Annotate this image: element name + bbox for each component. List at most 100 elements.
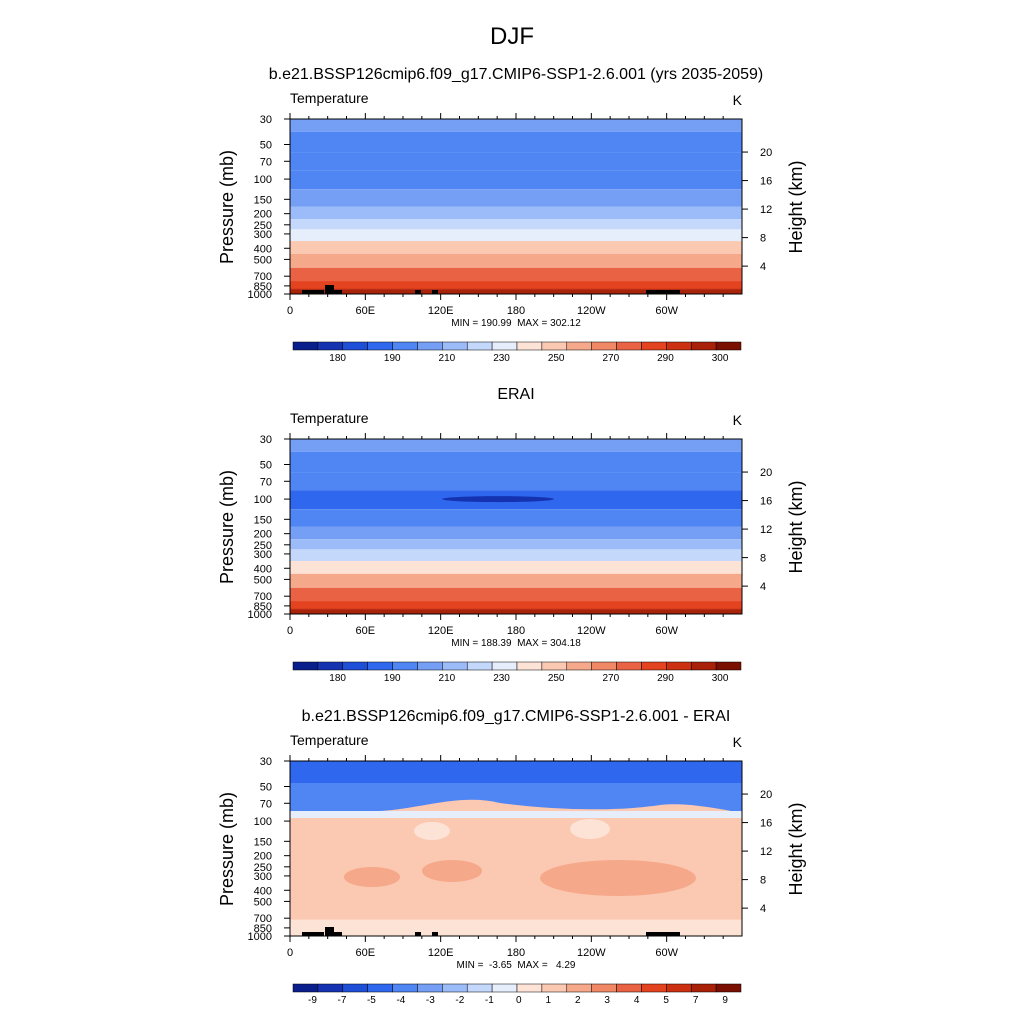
y-tick-label: 50 [260,139,272,151]
x-tick-label: 120W [577,625,606,637]
colorbar-label: 9 [722,995,728,1006]
colorbar-label: 300 [712,673,729,684]
contour-field [290,761,742,936]
colorbar-swatch [491,661,518,671]
y-tick-label: 400 [254,885,272,897]
field-band [290,472,742,491]
field-band [290,539,742,550]
topography-block [325,285,334,290]
colorbar-swatch [641,983,667,993]
y-right-tick-label: 20 [760,147,772,159]
y-tick-label: 200 [254,851,272,863]
field-band [290,131,742,153]
field-band [290,253,742,268]
topography [302,285,680,294]
tropopause-band [290,811,742,818]
y-tick-label: 50 [260,781,272,793]
y-tick-label: 700 [254,913,272,925]
colorbar-swatch [715,983,742,993]
x-tick-label: 0 [287,305,293,317]
y-right-axis-title: Height (km) [786,802,806,895]
colorbar: 180 190 210 230 250 270 290 300 [292,661,742,684]
colorbar-swatch [292,341,319,351]
y-tick-label: 150 [254,194,272,206]
colorbar-swatch [690,661,717,671]
colorbar-swatch [342,661,368,671]
cold-anomaly-blob [442,496,554,503]
y-right-tick-label: 12 [760,846,772,858]
colorbar-swatch [442,341,468,351]
chart-panel-1: b.e21.BSSP126cmip6.f09_g17.CMIP6-SSP1-2.… [217,66,806,364]
colorbar-swatch [292,661,319,671]
field-band [290,509,742,527]
colorbar-label: -2 [455,995,464,1006]
topography-block [325,290,334,294]
chart-panel-3: b.e21.BSSP126cmip6.f09_g17.CMIP6-SSP1-2.… [217,708,806,1006]
x-tick-label: 60E [356,947,376,959]
topography-block [302,932,324,936]
y-tick-label: 150 [254,836,272,848]
colorbar-swatch [690,983,717,993]
colorbar-swatch [516,983,543,993]
y-tick-label: 700 [254,271,272,283]
colorbar-label: 4 [634,995,640,1006]
y-right-tick-label: 16 [760,496,772,508]
colorbar-swatch [417,661,443,671]
y-tick-label: 250 [254,220,272,232]
colorbar-swatch [317,341,344,351]
y-tick-label: 300 [254,871,272,883]
units-label: K [733,734,743,750]
colorbar-label: 210 [439,673,456,684]
y-tick-label: 70 [260,156,272,168]
colorbar-label: 270 [602,353,619,364]
colorbar-swatch [641,341,667,351]
y-tick-label: 100 [254,174,272,186]
colorbar-label: 250 [548,673,565,684]
y-right-tick-label: 16 [760,818,772,830]
colorbar-swatch [491,983,518,993]
cool-bubble [414,822,450,840]
colorbar-swatch [541,983,568,993]
y-right-tick-label: 20 [760,467,772,479]
x-tick-label: 60E [356,625,376,637]
y-tick-label: 100 [254,816,272,828]
topography-block [334,290,342,294]
topography-block [325,932,334,936]
colorbar-swatch [516,661,543,671]
warm-anomaly-region [422,860,482,882]
field-band [290,573,742,588]
warm-anomaly-region [344,867,400,887]
colorbar-swatch [591,983,617,993]
warm-anomaly-region [540,860,696,896]
colorbar-swatch [666,661,692,671]
colorbar-swatch [466,661,493,671]
y-tick-label: 100 [254,494,272,506]
y-right-tick-label: 4 [760,903,766,915]
chart-panel-2: ERAI Temperature K 0 60E 120E 180 120W 60W 30 50 70… [217,386,806,684]
colorbar: -9 -7 -5 -4 -3 -2 -1 0 1 2 3 4 5 7 9 [292,983,742,1006]
y-tick-label: 70 [260,798,272,810]
colorbar-label: 5 [663,995,669,1006]
field-band [290,549,742,562]
colorbar-label: -9 [308,995,317,1006]
colorbar-swatch [367,661,393,671]
colorbar-swatch [641,661,667,671]
colorbar-label: 190 [384,673,401,684]
x-tick-label: 120W [577,305,606,317]
colorbar-swatch [690,341,717,351]
field-band [290,561,742,574]
figure-title: DJF [490,23,534,50]
x-tick-label: 60W [655,625,678,637]
colorbar-label: 180 [329,353,346,364]
colorbar-swatch [591,661,617,671]
colorbar-swatch [367,341,393,351]
contour-field [290,119,742,294]
topography-block [334,932,342,936]
field-band [290,267,742,282]
y-tick-label: 500 [254,896,272,908]
colorbar-label: 3 [604,995,610,1006]
colorbar-swatch [466,983,493,993]
y-right-tick-label: 4 [760,581,766,593]
y-tick-label: 50 [260,459,272,471]
field-band [290,587,742,602]
